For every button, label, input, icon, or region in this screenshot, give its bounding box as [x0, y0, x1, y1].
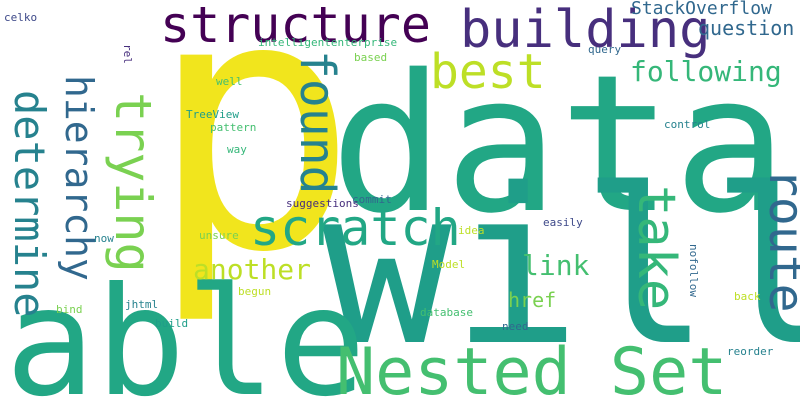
- word-building: building: [460, 0, 711, 60]
- word-control: control: [664, 118, 711, 131]
- word-hierarchy: hierarchy: [57, 75, 101, 281]
- word-now: now: [94, 232, 114, 245]
- word-nofollow: nofollow: [687, 244, 700, 297]
- word-commit: commit: [352, 193, 392, 206]
- word-query: query: [588, 43, 622, 56]
- word-trying: trying: [104, 92, 162, 273]
- word-link: link: [522, 249, 590, 282]
- word-another: another: [193, 253, 312, 286]
- word-way: way: [227, 143, 247, 156]
- word-determine: determine: [5, 90, 54, 318]
- word-structure: structure: [160, 0, 431, 54]
- word-suggestions: suggestions: [286, 197, 359, 210]
- word-reorder: reorder: [727, 345, 774, 358]
- word-intelligententerprise: intelligententerprise: [258, 36, 398, 49]
- word-following: following: [630, 55, 782, 88]
- word-jhtml: jhtml: [125, 298, 159, 311]
- word-model: Model: [432, 258, 466, 271]
- word-treeview: TreeView: [186, 108, 239, 121]
- word-begun: begun: [238, 285, 272, 298]
- word-need: need: [502, 320, 529, 333]
- word-bind: bind: [56, 303, 83, 316]
- word-database: database: [420, 306, 473, 319]
- word-pattern: pattern: [210, 121, 257, 134]
- word-easily: easily: [543, 216, 583, 229]
- word-will: will: [322, 142, 800, 393]
- word-rel: rel: [121, 44, 134, 64]
- word-p: p: [148, 0, 359, 329]
- word-able: able: [5, 256, 367, 400]
- word-well: well: [216, 75, 243, 88]
- word-unsure: unsure: [199, 229, 239, 242]
- word-back: back: [734, 290, 761, 303]
- word-build: build: [155, 317, 189, 330]
- word-idea: idea: [458, 224, 485, 237]
- word-best: best: [430, 44, 546, 100]
- word-scratch: scratch: [250, 199, 461, 257]
- word-celko: celko: [4, 11, 38, 24]
- word-href: href: [508, 288, 557, 312]
- word-take: take: [626, 185, 686, 311]
- word-found: found: [289, 50, 345, 195]
- word-route: route: [758, 168, 800, 313]
- word-nested-set: Nested Set: [336, 335, 728, 400]
- word-stackoverflow: StackOverflow: [631, 0, 772, 19]
- word-question: question: [698, 16, 795, 40]
- word-based: based: [354, 51, 388, 64]
- word-data: data: [330, 34, 788, 255]
